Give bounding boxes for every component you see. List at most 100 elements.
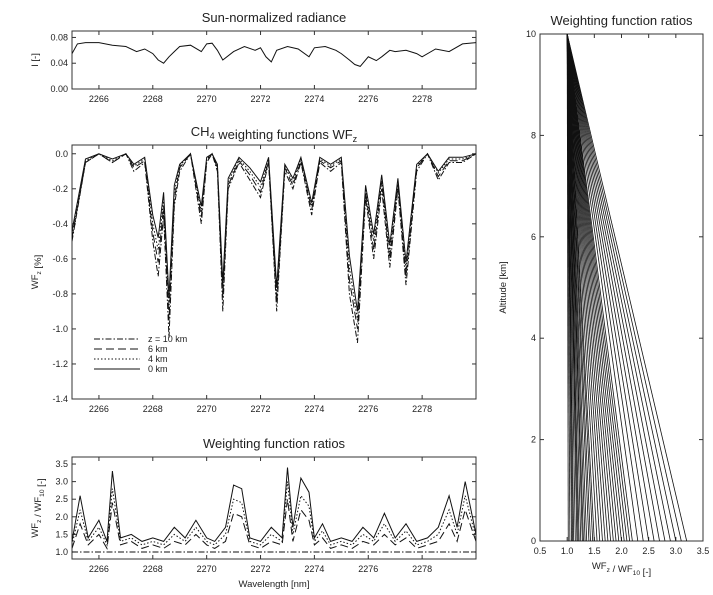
- series-line-2: [72, 152, 476, 329]
- ratio-profile-line: [566, 34, 677, 541]
- x-axis-label: Wavelength [nm]: [239, 579, 310, 590]
- plot-frame: [71, 30, 477, 90]
- plot-area: [72, 42, 476, 67]
- ratio-profile-line: [566, 34, 601, 541]
- x-tick-label: 2274: [304, 404, 324, 414]
- ratio-profile-line: [566, 34, 598, 541]
- y-axis-label: WFz / WF10 [-]: [30, 478, 47, 537]
- y-tick-label: 6: [531, 232, 536, 242]
- ratio-profile-line: [566, 34, 682, 541]
- ratio-profile-line: [566, 34, 671, 541]
- ratio-profile-line: [566, 34, 660, 541]
- series-line-4: [72, 152, 476, 312]
- ratio-profile-line: [566, 34, 655, 541]
- y-tick-label: 1.0: [55, 547, 68, 557]
- ratio-profile-line: [566, 34, 606, 541]
- ratio-profile-line: [566, 34, 622, 541]
- y-tick-label: 0.08: [50, 32, 68, 42]
- y-tick-label: 2.0: [55, 512, 68, 522]
- chart-title: Sun-normalized radiance: [202, 10, 347, 25]
- x-tick-label: 2268: [143, 404, 163, 414]
- ratio-profile-line: [566, 34, 625, 541]
- ratio-profile-line: [566, 34, 614, 541]
- x-tick-label: 2266: [89, 564, 109, 574]
- x-tick-label: 1.0: [561, 546, 574, 556]
- x-tick-label: 2272: [251, 564, 271, 574]
- series-line-3: [72, 152, 476, 321]
- y-tick-label: 2: [531, 435, 536, 445]
- series-line-1: [72, 152, 476, 343]
- x-tick-label: 2268: [143, 564, 163, 574]
- plot-area: [72, 152, 476, 343]
- y-tick-label: -0.2: [52, 184, 68, 194]
- x-tick-label: 2278: [412, 564, 432, 574]
- x-tick-label: 2278: [412, 404, 432, 414]
- y-tick-label: -0.6: [52, 254, 68, 264]
- ratio-profile-line: [566, 34, 617, 541]
- series-line-4: [72, 467, 476, 543]
- ratio-profile-line: [566, 34, 639, 541]
- ratio-profile-line: [566, 34, 650, 541]
- panel-ratios-altitude: Weighting function ratios 0.5 1.0 1.5 2.0 2.5…: [498, 13, 709, 578]
- ratio-profile-line: [566, 34, 612, 541]
- x-tick-label: 3.0: [670, 546, 683, 556]
- ratio-profile-line: [566, 34, 628, 541]
- panel-radiance: Sun-normalized radiance 2266 2268 2270 2272 2…: [30, 10, 477, 104]
- chart-title: Weighting function ratios: [550, 13, 693, 28]
- ratio-profile-line: [566, 34, 620, 541]
- ratio-profile-line: [566, 34, 609, 541]
- plot-area: [72, 467, 476, 553]
- x-tick-label: 2276: [358, 94, 378, 104]
- x-tick-label: 2.0: [615, 546, 628, 556]
- y-tick-label: 2.5: [55, 494, 68, 504]
- x-tick-label: 2268: [143, 94, 163, 104]
- series-line-2: [72, 499, 476, 550]
- y-tick-label: 10: [526, 29, 536, 39]
- plot-frame: [71, 144, 477, 400]
- y-tick-label: 0.00: [50, 84, 68, 94]
- chart-title: Weighting function ratios: [203, 436, 346, 451]
- y-tick-label: 0: [531, 536, 536, 546]
- x-tick-label: 0.5: [534, 546, 547, 556]
- x-tick-label: 2266: [89, 404, 109, 414]
- ratio-profile-line: [566, 34, 633, 541]
- x-tick-label: 2.5: [642, 546, 655, 556]
- x-tick-label: 2270: [197, 404, 217, 414]
- y-tick-label: -1.4: [52, 394, 68, 404]
- x-tick-label: 2274: [304, 94, 324, 104]
- y-tick-label: 4: [531, 333, 536, 343]
- x-tick-label: 2278: [412, 94, 432, 104]
- x-tick-label: 2272: [251, 94, 271, 104]
- x-tick-label: 2276: [358, 564, 378, 574]
- x-tick-label: 3.5: [697, 546, 710, 556]
- y-tick-label: 3.0: [55, 477, 68, 487]
- y-tick-label: -1.2: [52, 359, 68, 369]
- ratio-profile-line: [566, 34, 631, 541]
- x-tick-label: 1.5: [588, 546, 601, 556]
- x-tick-label: 2276: [358, 404, 378, 414]
- plot-frame: [71, 456, 477, 560]
- series-line-1: [72, 42, 476, 67]
- ratio-profile-line: [566, 34, 666, 541]
- ratio-profile-line: [566, 34, 595, 541]
- series-line-3: [72, 481, 476, 547]
- ratio-profile-line: [566, 34, 603, 541]
- legend-label: 4 km: [148, 354, 168, 364]
- x-tick-label: 2266: [89, 94, 109, 104]
- x-tick-label: 2270: [197, 564, 217, 574]
- legend-label: 6 km: [148, 344, 168, 354]
- x-tick-label: 2274: [304, 564, 324, 574]
- panel-weighting-functions: CH4 weighting functions WFz 2266 2268 2270 2…: [30, 124, 477, 414]
- y-tick-label: -0.8: [52, 289, 68, 299]
- y-axis-label: I [-]: [30, 53, 41, 67]
- y-tick-label: 8: [531, 130, 536, 140]
- y-tick-label: 0.0: [55, 149, 68, 159]
- y-axis-label: Altitude [km]: [498, 261, 509, 313]
- y-tick-label: 0.04: [50, 58, 68, 68]
- y-axis-label: WFz [%]: [30, 255, 44, 289]
- plot-area: [566, 34, 688, 541]
- y-tick-label: -1.0: [52, 324, 68, 334]
- y-tick-label: 3.5: [55, 459, 68, 469]
- chart-title: CH4 weighting functions WFz: [191, 124, 358, 144]
